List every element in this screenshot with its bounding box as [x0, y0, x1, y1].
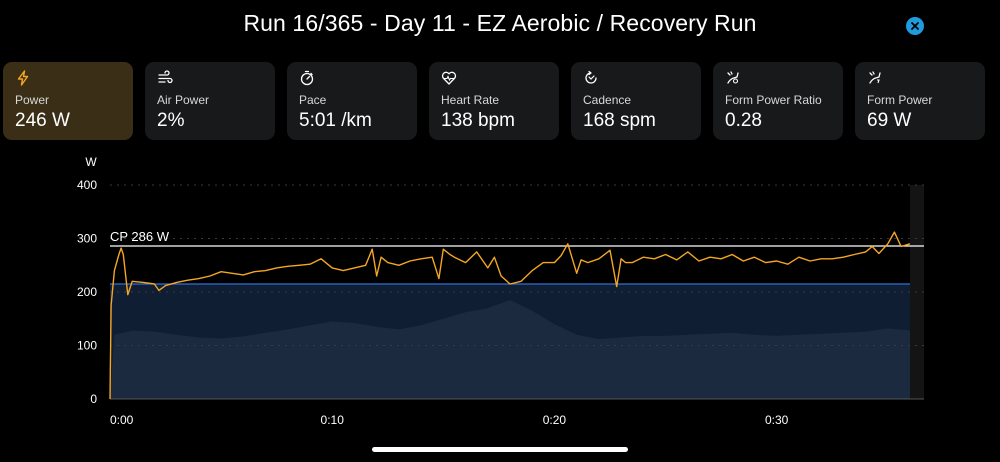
cadence-icon — [585, 70, 597, 84]
metric-label: Cadence — [583, 93, 632, 107]
metric-tile-air-power[interactable]: Air Power 2% — [145, 62, 275, 140]
close-button[interactable] — [906, 17, 924, 35]
stopwatch-icon — [300, 70, 314, 86]
metric-label: Form Power — [867, 93, 933, 107]
form-power-icon — [869, 71, 881, 84]
metric-value: 246 W — [15, 110, 70, 131]
metric-label: Pace — [299, 93, 327, 107]
lightning-bolt-icon — [17, 70, 29, 86]
metric-value: 0.28 — [725, 110, 762, 131]
metric-label: Air Power — [157, 93, 210, 107]
metric-tile-form-power-ratio[interactable]: Form Power Ratio 0.28 — [713, 62, 843, 140]
x-tick-label: 0:20 — [543, 413, 567, 427]
y-tick-label: 0 — [90, 392, 97, 406]
y-tick-label: 300 — [77, 232, 97, 246]
metric-value: 69 W — [867, 110, 912, 131]
metric-value: 168 spm — [583, 110, 656, 131]
metric-value: 138 bpm — [441, 110, 515, 131]
metric-tile-heart-rate[interactable]: Heart Rate 138 bpm — [429, 62, 559, 140]
metric-tile-form-power[interactable]: Form Power 69 W — [855, 62, 985, 140]
metric-label: Heart Rate — [441, 93, 500, 107]
metric-value: 5:01 /km — [299, 110, 372, 131]
metric-value: 2% — [157, 110, 185, 131]
power-series-line — [109, 231, 911, 400]
metric-label: Power — [15, 93, 50, 107]
home-indicator — [372, 447, 628, 452]
x-tick-label: 0:10 — [321, 413, 345, 427]
elevation-area — [110, 300, 910, 399]
metric-label: Form Power Ratio — [725, 93, 822, 107]
y-tick-label: 100 — [77, 339, 97, 353]
y-tick-label: 200 — [77, 285, 97, 299]
heart-rate-icon — [441, 71, 457, 85]
y-tick-label: 400 — [77, 178, 97, 192]
x-tick-label: 0:30 — [765, 413, 789, 427]
metric-tiles: Power 246 W Air Power 2% Pace 5:01 /km H… — [0, 62, 1000, 140]
cp-label: CP 286 W — [110, 229, 170, 244]
metric-tile-power[interactable]: Power 246 W — [3, 62, 133, 140]
page-title: Run 16/365 - Day 11 - EZ Aerobic / Recov… — [243, 10, 757, 36]
close-icon — [911, 22, 919, 30]
wind-icon — [158, 70, 173, 84]
metric-tile-pace[interactable]: Pace 5:01 /km — [287, 62, 417, 140]
metric-tile-cadence[interactable]: Cadence 168 spm — [571, 62, 701, 140]
x-tick-label: 0:00 — [110, 413, 134, 427]
y-axis-unit: W — [85, 155, 97, 169]
form-power-ratio-icon — [727, 71, 739, 84]
power-chart[interactable]: 400 300 200 100 0 W 0:00 0:10 0:20 0:30 CP 286 W — [0, 150, 1000, 440]
